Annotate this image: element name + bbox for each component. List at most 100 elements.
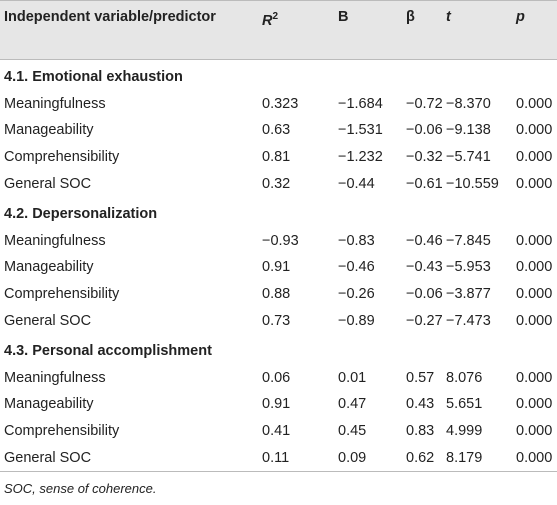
value-cell: 0.32 bbox=[262, 175, 291, 192]
header-base: R bbox=[262, 12, 273, 29]
value-cell: 0.000 bbox=[516, 312, 553, 329]
value-cell: 0.01 bbox=[338, 369, 367, 386]
section-row: 4.1. Emotional exhaustion bbox=[0, 60, 557, 91]
value-cell: −0.32 bbox=[406, 149, 443, 166]
value-cell: 8.179 bbox=[442, 444, 512, 472]
value-cell: 0.000 bbox=[516, 396, 553, 413]
footnote: SOC, sense of coherence. bbox=[4, 481, 157, 496]
value-cell: −7.845 bbox=[446, 232, 491, 249]
data-row: Meaningfulness 0.323 −1.684 −0.72 −8.370 0.00… bbox=[0, 91, 557, 118]
value-cell: −0.26 bbox=[338, 286, 375, 303]
value-cell: 0.81 bbox=[262, 149, 291, 166]
row-label: General SOC bbox=[4, 312, 92, 329]
section-title: 4.1. Emotional exhaustion bbox=[4, 69, 183, 86]
value-cell: 0.11 bbox=[258, 444, 334, 472]
value-cell: −1.531 bbox=[338, 122, 383, 139]
value-cell: −0.89 bbox=[338, 312, 375, 329]
value-cell: 0.62 bbox=[402, 444, 442, 472]
value-cell: 0.000 bbox=[516, 369, 553, 386]
data-row: Comprehensibility 0.88 −0.26 −0.06 −3.877 0.0… bbox=[0, 281, 557, 308]
data-row: Comprehensibility 0.41 0.45 0.83 4.999 0.000 bbox=[0, 418, 557, 445]
value-cell: −10.559 bbox=[446, 175, 499, 192]
value-cell: 0.88 bbox=[262, 286, 291, 303]
value-cell: −0.44 bbox=[338, 175, 375, 192]
value-cell: 0.83 bbox=[406, 423, 435, 440]
section-title: 4.2. Depersonalization bbox=[4, 206, 158, 223]
header-sup: 2 bbox=[272, 11, 279, 22]
row-label: Comprehensibility bbox=[4, 286, 120, 303]
value-cell: 0.000 bbox=[516, 122, 553, 139]
header-cell: Independent variable/predictor bbox=[0, 0, 258, 60]
row-label: Meaningfulness bbox=[4, 232, 106, 249]
row-label: Manageability bbox=[4, 396, 94, 413]
row-label: Meaningfulness bbox=[4, 369, 106, 386]
value-cell: −5.741 bbox=[446, 149, 491, 166]
value-cell: 0.323 bbox=[262, 95, 299, 112]
row-label: Meaningfulness bbox=[4, 95, 106, 112]
value-cell: −1.232 bbox=[338, 149, 383, 166]
header-cell: R2 bbox=[258, 0, 334, 60]
value-cell: 0.000 bbox=[516, 149, 553, 166]
value-cell: −3.877 bbox=[446, 286, 491, 303]
value-cell: 0.63 bbox=[262, 122, 291, 139]
data-row: Meaningfulness −0.93 −0.83 −0.46 −7.845 0.000 bbox=[0, 228, 557, 255]
value-cell: 0.000 bbox=[516, 286, 553, 303]
value-cell: 0.47 bbox=[338, 396, 367, 413]
value-cell: 4.999 bbox=[446, 423, 483, 440]
data-row: Manageability 0.91 0.47 0.43 5.651 0.000 bbox=[0, 391, 557, 418]
header-cell: β bbox=[402, 0, 442, 60]
value-cell: 0.000 bbox=[516, 423, 553, 440]
value-cell: 0.91 bbox=[262, 259, 291, 276]
value-cell: −0.06 bbox=[406, 286, 443, 303]
data-row: General SOC 0.73 −0.89 −0.27 −7.473 0.000 bbox=[0, 307, 557, 334]
section-row: 4.2. Depersonalization bbox=[0, 197, 557, 228]
row-label: Comprehensibility bbox=[4, 149, 120, 166]
value-cell: 0.57 bbox=[406, 369, 435, 386]
value-cell: −0.46 bbox=[406, 232, 443, 249]
row-label: General SOC bbox=[4, 175, 92, 192]
value-cell: −1.684 bbox=[338, 95, 383, 112]
header-cell: B bbox=[334, 0, 402, 60]
value-cell: 8.076 bbox=[446, 369, 483, 386]
section-row: 4.3. Personal accomplishment bbox=[0, 334, 557, 365]
value-cell: −0.93 bbox=[262, 232, 299, 249]
row-label: Manageability bbox=[4, 122, 94, 139]
value-cell: −9.138 bbox=[446, 122, 491, 139]
value-cell: 0.91 bbox=[262, 396, 291, 413]
value-cell: −0.06 bbox=[406, 122, 443, 139]
value-cell: −0.43 bbox=[406, 259, 443, 276]
row-label: Manageability bbox=[4, 259, 94, 276]
data-row: Manageability 0.63 −1.531 −0.06 −9.138 0.000 bbox=[0, 117, 557, 144]
value-cell: −8.370 bbox=[446, 95, 491, 112]
value-cell: 0.000 bbox=[516, 175, 553, 192]
value-cell: 0.000 bbox=[512, 444, 557, 472]
data-row: Comprehensibility 0.81 −1.232 −0.32 −5.741 0.… bbox=[0, 144, 557, 171]
value-cell: 0.43 bbox=[406, 396, 435, 413]
section-title: 4.3. Personal accomplishment bbox=[4, 343, 212, 360]
value-cell: −0.61 bbox=[406, 175, 443, 192]
value-cell: 5.651 bbox=[446, 396, 483, 413]
value-cell: −7.473 bbox=[446, 312, 491, 329]
data-row: Manageability 0.91 −0.46 −0.43 −5.953 0.000 bbox=[0, 254, 557, 281]
row-label: General SOC bbox=[0, 444, 258, 472]
value-cell: 0.09 bbox=[334, 444, 402, 472]
value-cell: 0.000 bbox=[516, 95, 553, 112]
data-row: Meaningfulness 0.06 0.01 0.57 8.076 0.000 bbox=[0, 365, 557, 392]
header-cell: p bbox=[512, 0, 557, 60]
value-cell: −0.46 bbox=[338, 259, 375, 276]
value-cell: −5.953 bbox=[446, 259, 491, 276]
value-cell: 0.06 bbox=[262, 369, 291, 386]
data-row: General SOC 0.32 −0.44 −0.61 −10.559 0.000 bbox=[0, 170, 557, 197]
value-cell: 0.73 bbox=[262, 312, 291, 329]
row-label: Comprehensibility bbox=[4, 423, 120, 440]
header-cell: t bbox=[442, 0, 512, 60]
value-cell: 0.41 bbox=[262, 423, 291, 440]
value-cell: 0.45 bbox=[338, 423, 367, 440]
value-cell: 0.000 bbox=[516, 259, 553, 276]
data-row: General SOC 0.11 0.09 0.62 8.179 0.000 bbox=[0, 444, 557, 472]
value-cell: −0.27 bbox=[406, 312, 443, 329]
value-cell: −0.83 bbox=[338, 232, 375, 249]
